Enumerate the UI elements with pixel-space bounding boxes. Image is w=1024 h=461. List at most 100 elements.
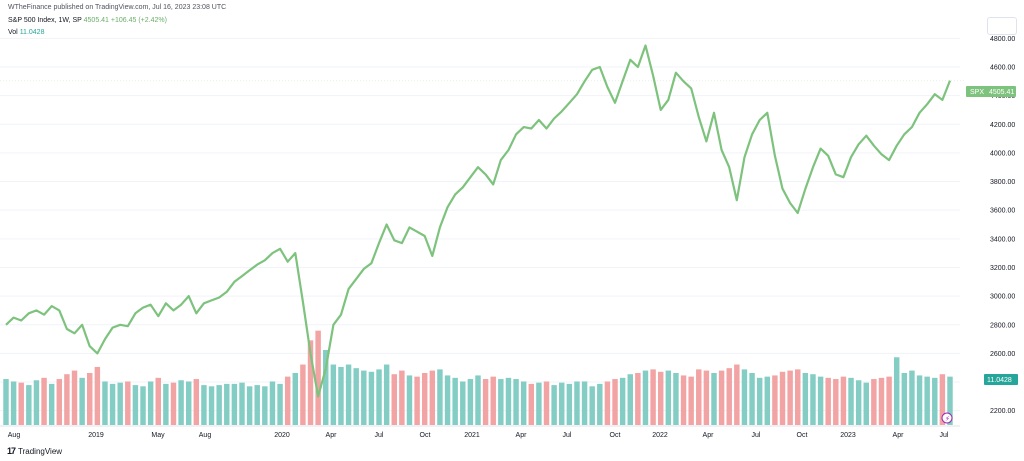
x-tick-label: Jul [563, 432, 572, 439]
volume-bar [201, 385, 207, 425]
volume-bar [224, 383, 230, 425]
y-tick-label: 4600.00 [990, 64, 1015, 71]
vol-value: 11.0428 [19, 29, 45, 36]
last-price: 4505.41 [83, 17, 109, 24]
symbol-name[interactable]: S&P 500 Index, 1W, SP [8, 17, 82, 24]
volume-bar [878, 377, 885, 425]
volume-bar [947, 376, 953, 425]
legend-toggle-button[interactable] [987, 17, 1017, 35]
x-tick-label: Jul [375, 432, 384, 439]
price-line [5, 44, 952, 398]
volume-bar [323, 350, 329, 425]
volume-bar [528, 383, 535, 425]
volume-bar [307, 340, 314, 425]
price-change: +106.45 (+2.42%) [110, 17, 167, 24]
volume-bar [185, 381, 192, 425]
volume-bar [292, 373, 299, 425]
volume-bar [345, 364, 352, 425]
volume-bar [589, 386, 595, 425]
volume-bar [711, 373, 717, 425]
volume-bar [612, 379, 618, 425]
volume-bar [239, 382, 245, 425]
volume-bar [551, 385, 557, 425]
x-tick-label: May [151, 432, 165, 439]
y-tick-label: 2200.00 [990, 408, 1015, 415]
volume-bar [56, 379, 63, 425]
volume-bar [87, 373, 93, 425]
volume-bar [391, 374, 397, 425]
volume-bar [140, 386, 146, 425]
volume-bar [490, 376, 496, 425]
volume-bar [467, 379, 474, 425]
volume-bar [680, 375, 687, 425]
volume-bars [3, 330, 953, 425]
volume-bar [71, 370, 78, 425]
lightning-glyph: ⚡ [945, 415, 950, 423]
volume-bar [3, 379, 9, 425]
volume-bar [802, 373, 809, 425]
x-axis[interactable]: Aug 2019 May Aug 2020 Apr Jul Oct 2021 Apr Jul Oct 2… [0, 425, 960, 439]
x-tick-label: Jul [752, 432, 761, 439]
price-badge-ticker: SPX [970, 89, 984, 96]
volume-bar [429, 370, 436, 425]
volume-bar [795, 369, 801, 425]
volume-bar [269, 381, 276, 425]
volume-bar [18, 382, 24, 425]
y-tick-label: 3600.00 [990, 208, 1015, 215]
tradingview-mark-icon: 17 [7, 446, 16, 456]
lightning-icon[interactable] [941, 412, 953, 424]
volume-bar [193, 379, 200, 425]
volume-bar [825, 377, 831, 425]
volume-bar [330, 364, 337, 425]
volume-bar [901, 373, 908, 425]
volume-bar [916, 375, 923, 425]
volume-bar [703, 370, 710, 425]
volume-bar [924, 376, 930, 425]
volume-bar [642, 370, 649, 425]
x-tick-label: Jul [940, 432, 949, 439]
volume-bar [437, 369, 443, 425]
volume-bar [482, 379, 489, 425]
volume-bar [125, 381, 131, 425]
volume-bar [170, 382, 177, 425]
volume-bar [840, 376, 847, 425]
volume-bar [64, 374, 70, 425]
tradingview-logo[interactable]: 17 TradingView [7, 446, 62, 456]
volume-bar [627, 374, 633, 425]
x-tick-label: 2020 [274, 432, 290, 439]
volume-bar [399, 370, 405, 425]
x-tick-label: Aug [8, 432, 21, 439]
volume-bar [353, 368, 359, 425]
volume-bar [361, 370, 367, 425]
volume-bar [566, 383, 573, 425]
volume-bar [41, 377, 47, 425]
price-badges: SPX 4505.41 11.0428 ⚡ [941, 86, 1018, 424]
y-tick-label: 2600.00 [990, 351, 1015, 358]
volume-bar [10, 381, 17, 425]
volume-bar [657, 371, 664, 425]
volume-bar [315, 330, 321, 425]
volume-bar [635, 373, 641, 425]
volume-bar [475, 375, 481, 425]
x-tick-label: Apr [326, 432, 338, 439]
volume-bar [939, 374, 946, 425]
volume-bar [559, 382, 565, 425]
volume-bar [909, 370, 915, 425]
volume-bar [498, 379, 504, 425]
volume-bar [94, 366, 101, 425]
x-tick-label: Aug [199, 432, 212, 439]
x-tick-label: 2019 [88, 432, 104, 439]
price-badge-bg [966, 86, 1016, 97]
volume-bar [520, 381, 527, 425]
volume-bar [109, 383, 116, 425]
x-tick-label: Oct [420, 432, 431, 439]
volume-bar [604, 381, 611, 425]
volume-bar [147, 381, 154, 425]
volume-bar [673, 373, 679, 425]
vol-label[interactable]: Vol [8, 29, 18, 36]
volume-bar [368, 371, 375, 425]
volume-bar [163, 383, 169, 425]
volume-bar [254, 385, 260, 425]
volume-bar [284, 376, 291, 425]
